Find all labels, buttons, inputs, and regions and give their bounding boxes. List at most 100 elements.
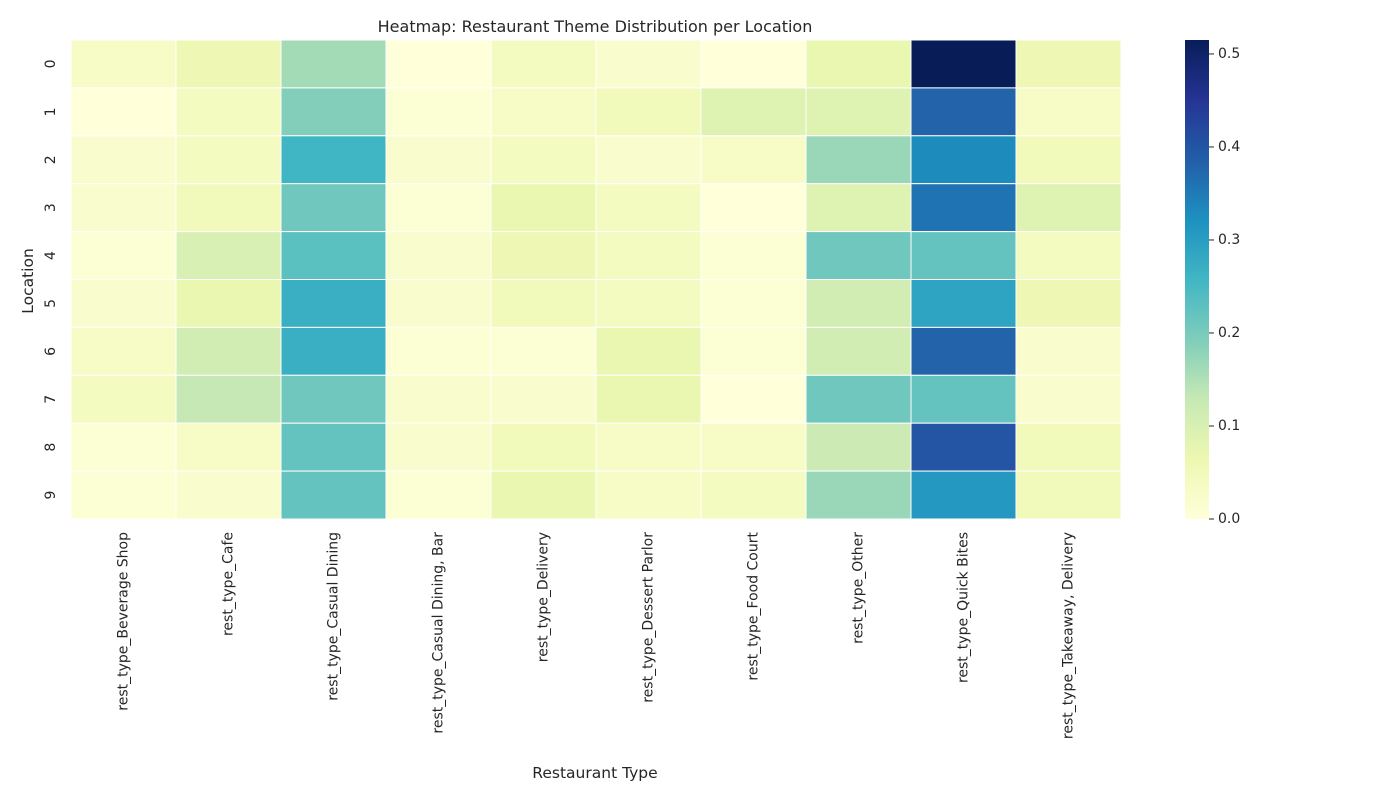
x-tick-label: rest_type_Casual Dining, Bar bbox=[431, 532, 447, 734]
heatmap-cell bbox=[280, 231, 387, 281]
heatmap-cell bbox=[70, 279, 177, 328]
heatmap-cell bbox=[805, 326, 912, 376]
colorbar bbox=[1185, 40, 1209, 519]
heatmap-cell bbox=[385, 374, 492, 424]
heatmap-cell bbox=[175, 39, 282, 89]
heatmap-cell bbox=[280, 183, 387, 233]
heatmap-cell bbox=[1015, 374, 1122, 424]
heatmap-cell bbox=[1015, 279, 1122, 328]
heatmap-cell bbox=[70, 374, 177, 424]
heatmap-cell bbox=[595, 279, 702, 328]
heatmap-cell bbox=[175, 470, 282, 520]
heatmap-cell bbox=[385, 87, 492, 137]
heatmap-cell bbox=[70, 231, 177, 281]
heatmap-cell bbox=[490, 279, 597, 328]
heatmap-cell bbox=[490, 87, 597, 137]
heatmap-cell bbox=[280, 422, 387, 472]
heatmap-cell bbox=[595, 326, 702, 376]
heatmap-cell bbox=[595, 231, 702, 281]
heatmap-cells bbox=[70, 39, 1122, 520]
heatmap-cell bbox=[595, 422, 702, 472]
y-tick-labels: 0 1 2 3 4 5 6 7 8 9 bbox=[43, 59, 59, 499]
colorbar-tick-label: 0.2 bbox=[1218, 325, 1240, 341]
heatmap-cell bbox=[1015, 183, 1122, 233]
heatmap-cell bbox=[805, 87, 912, 137]
heatmap-cell bbox=[595, 39, 702, 89]
heatmap-cell bbox=[70, 183, 177, 233]
heatmap-cell bbox=[910, 326, 1017, 376]
y-tick-label: 2 bbox=[43, 155, 59, 164]
heatmap-cell bbox=[805, 135, 912, 185]
colorbar-tick-label: 0.5 bbox=[1218, 46, 1240, 62]
y-tick-label: 0 bbox=[43, 59, 59, 68]
heatmap-cell bbox=[1015, 87, 1122, 137]
heatmap-cell bbox=[595, 470, 702, 520]
x-tick-label: rest_type_Other bbox=[851, 532, 867, 644]
colorbar-tick-label: 0.1 bbox=[1218, 418, 1240, 434]
heatmap-cell bbox=[1015, 39, 1122, 89]
x-tick-label: rest_type_Casual Dining bbox=[326, 532, 342, 701]
heatmap-cell bbox=[175, 374, 282, 424]
colorbar-tick-label: 0.0 bbox=[1218, 511, 1240, 527]
heatmap-cell bbox=[385, 422, 492, 472]
x-tick-label: rest_type_Food Court bbox=[746, 531, 762, 680]
heatmap-cell bbox=[70, 470, 177, 520]
colorbar-tick-label: 0.3 bbox=[1218, 232, 1240, 248]
x-tick-label: rest_type_Delivery bbox=[536, 532, 552, 662]
heatmap-cell bbox=[1015, 422, 1122, 472]
heatmap-cell bbox=[280, 39, 387, 89]
y-tick-label: 9 bbox=[43, 491, 59, 500]
heatmap-cell bbox=[805, 39, 912, 89]
heatmap-cell bbox=[175, 231, 282, 281]
heatmap-cell bbox=[490, 470, 597, 520]
heatmap-cell bbox=[805, 422, 912, 472]
heatmap-cell bbox=[175, 135, 282, 185]
heatmap-cell bbox=[175, 87, 282, 137]
heatmap-cell bbox=[805, 279, 912, 328]
heatmap-cell bbox=[1015, 231, 1122, 281]
heatmap-cell bbox=[175, 279, 282, 328]
heatmap-cell bbox=[280, 279, 387, 328]
x-tick-label: rest_type_Dessert Parlor bbox=[641, 532, 657, 703]
y-tick-label: 4 bbox=[43, 251, 59, 260]
heatmap-cell bbox=[385, 470, 492, 520]
heatmap-cell bbox=[280, 135, 387, 185]
heatmap-cell bbox=[1015, 135, 1122, 185]
heatmap-cell bbox=[595, 135, 702, 185]
y-tick-label: 3 bbox=[43, 203, 59, 212]
heatmap-cell bbox=[70, 135, 177, 185]
y-tick-label: 5 bbox=[43, 299, 59, 308]
heatmap-cell bbox=[385, 279, 492, 328]
heatmap-cell bbox=[595, 87, 702, 137]
heatmap-cell bbox=[490, 374, 597, 424]
y-tick-label: 8 bbox=[43, 443, 59, 452]
x-tick-label: rest_type_Takeaway, Delivery bbox=[1061, 532, 1077, 739]
heatmap-cell bbox=[175, 326, 282, 376]
heatmap-cell bbox=[280, 374, 387, 424]
heatmap-cell bbox=[910, 39, 1017, 89]
heatmap-cell bbox=[280, 470, 387, 520]
heatmap-cell bbox=[70, 39, 177, 89]
heatmap-cell bbox=[70, 87, 177, 137]
y-axis-label: Location bbox=[19, 248, 37, 314]
heatmap-cell bbox=[175, 422, 282, 472]
heatmap-cell bbox=[385, 39, 492, 89]
heatmap-cell bbox=[595, 374, 702, 424]
heatmap-cell bbox=[910, 470, 1017, 520]
heatmap-cell bbox=[385, 231, 492, 281]
heatmap-cell bbox=[700, 231, 807, 281]
heatmap-cell bbox=[70, 422, 177, 472]
heatmap-cell bbox=[385, 183, 492, 233]
heatmap-cell bbox=[700, 374, 807, 424]
heatmap-cell bbox=[280, 87, 387, 137]
heatmap-cell bbox=[1015, 326, 1122, 376]
heatmap-cell bbox=[910, 422, 1017, 472]
heatmap-cell bbox=[385, 135, 492, 185]
heatmap-cell bbox=[490, 39, 597, 89]
heatmap-cell bbox=[700, 39, 807, 89]
heatmap-cell bbox=[805, 183, 912, 233]
x-axis-label: Restaurant Type bbox=[532, 764, 657, 782]
heatmap-cell bbox=[700, 279, 807, 328]
heatmap-cell bbox=[910, 183, 1017, 233]
heatmap-cell bbox=[910, 374, 1017, 424]
